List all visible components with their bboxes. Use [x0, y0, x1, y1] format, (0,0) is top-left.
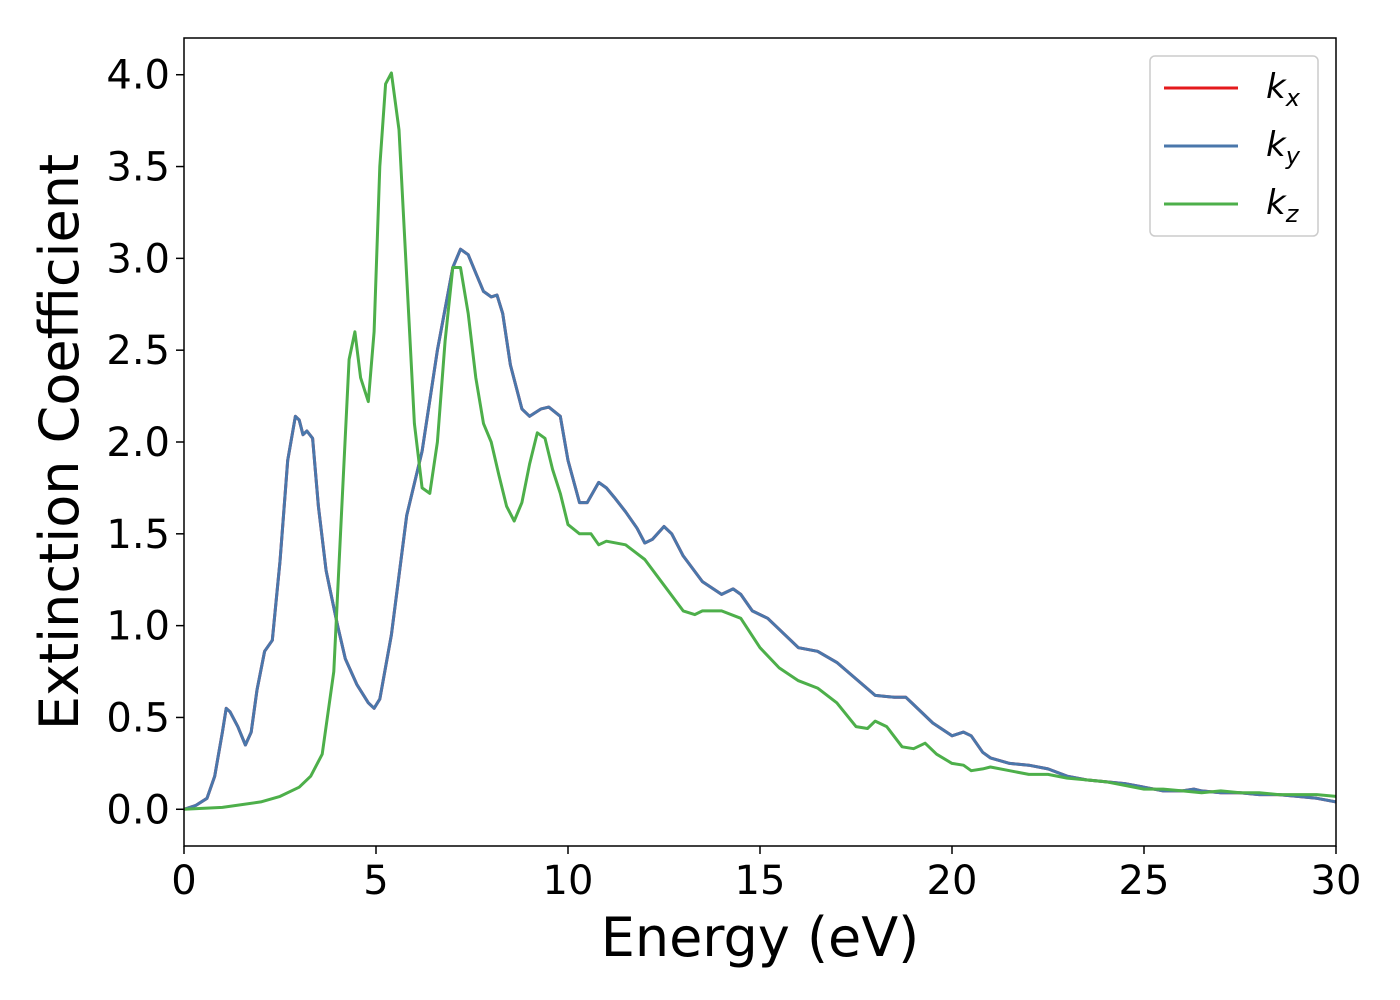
y-tick-label: 3.0	[106, 236, 170, 282]
y-tick-label: 2.0	[106, 420, 170, 466]
y-tick-label: 1.0	[106, 604, 170, 650]
x-tick-label: 30	[1311, 858, 1362, 904]
x-tick-label: 0	[171, 858, 196, 904]
x-axis-title: Energy (eV)	[601, 906, 920, 969]
legend-label-z: kz	[1266, 183, 1300, 228]
series-layer	[184, 71, 1336, 811]
ticks-layer: 0 5 10 15 20 25 30 0.0 0.5 1.0 1.5 2.0 2.5 3.0 3.5 4.0	[106, 53, 1361, 904]
x-tick-label: 5	[363, 858, 388, 904]
x-tick-label: 10	[543, 858, 594, 904]
y-tick-label: 3.5	[106, 145, 170, 191]
legend: kx ky kz	[1149, 55, 1319, 237]
y-tick-label: 0.0	[106, 787, 170, 833]
legend-label-x: kx	[1266, 67, 1301, 112]
series-line-y	[184, 247, 1336, 811]
legend-label-y: ky	[1266, 125, 1301, 170]
series-line-z	[184, 71, 1336, 811]
y-tick-label: 4.0	[106, 53, 170, 99]
y-axis-title: Extinction Coefficient	[28, 154, 91, 730]
y-tick-label: 1.5	[106, 512, 170, 558]
y-tick-label: 2.5	[106, 328, 170, 374]
x-tick-label: 20	[927, 858, 978, 904]
x-tick-label: 25	[1119, 858, 1170, 904]
y-tick-label: 0.5	[106, 695, 170, 741]
x-tick-label: 15	[735, 858, 786, 904]
